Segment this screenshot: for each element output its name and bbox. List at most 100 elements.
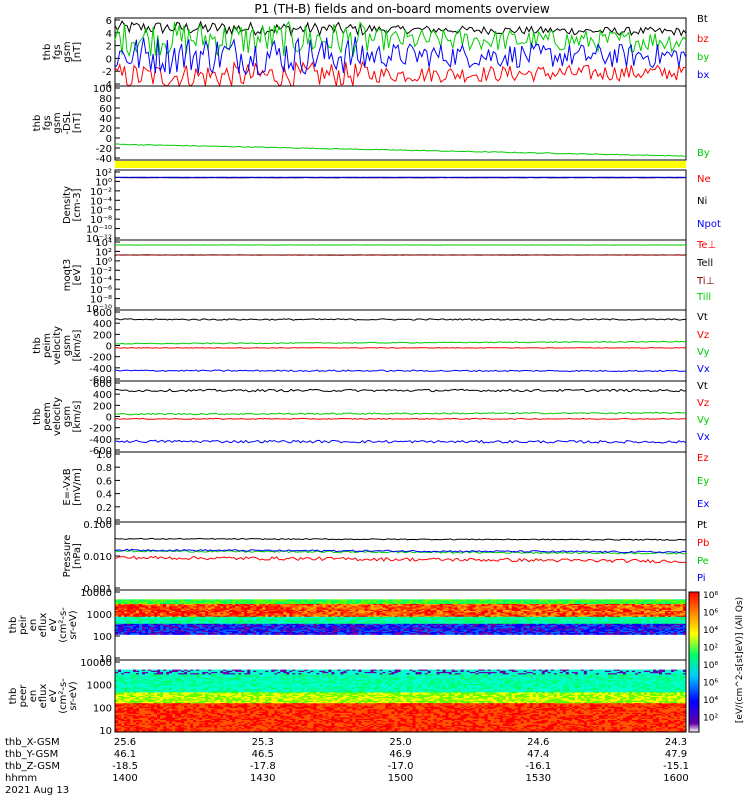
heatmap-cell xyxy=(496,611,501,613)
heatmap-cell xyxy=(442,627,447,629)
heatmap-cell xyxy=(487,620,492,622)
heatmap-cell xyxy=(457,609,462,612)
heatmap-cell xyxy=(487,612,492,614)
heatmap-cell xyxy=(325,618,329,620)
heatmap-cell xyxy=(199,606,203,608)
heatmap-cell xyxy=(472,601,477,604)
heatmap-cell xyxy=(178,626,182,628)
heatmap-cell xyxy=(646,619,651,621)
heatmap-cell xyxy=(163,613,167,615)
heatmap-cell xyxy=(238,612,242,614)
heatmap-cell xyxy=(568,618,573,620)
heatmap-cell xyxy=(166,627,170,629)
heatmap-cell xyxy=(361,619,365,621)
heatmap-cell xyxy=(682,614,687,617)
heatmap-cell xyxy=(256,606,260,608)
heatmap-cell xyxy=(388,623,392,626)
heatmap-cell xyxy=(214,605,218,607)
heatmap-cell xyxy=(226,622,230,625)
heatmap-cell xyxy=(427,626,432,628)
heatmap-cell xyxy=(268,626,272,628)
heatmap-cell xyxy=(259,622,263,625)
heatmap-cell xyxy=(232,600,236,603)
heatmap-cell xyxy=(235,621,239,624)
heatmap-cell xyxy=(181,611,185,613)
heatmap-cell xyxy=(565,606,570,608)
heatmap-cell xyxy=(190,604,194,606)
heatmap-cell xyxy=(544,606,549,608)
heatmap-cell xyxy=(196,622,200,625)
heatmap-cell xyxy=(265,614,269,617)
heatmap-cell xyxy=(202,626,206,628)
heatmap-cell xyxy=(448,616,453,619)
heatmap-cell xyxy=(313,622,317,625)
heatmap-cell xyxy=(187,626,191,628)
y-tick-label: -400 xyxy=(89,364,112,375)
heatmap-cell xyxy=(313,626,317,628)
heatmap-cell xyxy=(328,606,332,608)
heatmap-cell xyxy=(550,623,555,626)
heatmap-cell xyxy=(349,626,353,628)
heatmap-cell xyxy=(406,611,411,613)
heatmap-cell xyxy=(247,627,251,629)
heatmap-cell xyxy=(664,618,669,620)
heatmap-cell xyxy=(598,619,603,621)
heatmap-cell xyxy=(412,609,417,612)
heatmap-cell xyxy=(640,602,645,605)
heatmap-cell xyxy=(439,615,444,618)
heatmap-cell xyxy=(343,605,347,607)
heatmap-cell xyxy=(286,619,290,621)
heatmap-cell xyxy=(550,616,555,619)
heatmap-cell xyxy=(211,609,215,612)
heatmap-cell xyxy=(472,600,477,603)
heatmap-cell xyxy=(310,618,314,620)
heatmap-cell xyxy=(466,600,471,603)
heatmap-cell xyxy=(253,612,257,614)
heatmap-cell xyxy=(280,608,284,611)
heatmap-cell xyxy=(364,618,368,620)
heatmap-cell xyxy=(481,611,486,613)
heatmap-cell xyxy=(508,625,513,627)
heatmap-cell xyxy=(181,599,185,601)
heatmap-cell xyxy=(349,627,353,629)
heatmap-cell xyxy=(643,612,648,614)
heatmap-cell xyxy=(481,606,486,608)
heatmap-cell xyxy=(343,619,347,621)
heatmap-cell xyxy=(139,619,143,621)
heatmap-cell xyxy=(601,612,606,614)
heatmap-cell xyxy=(682,611,687,613)
heatmap-cell xyxy=(586,614,591,617)
heatmap-cell xyxy=(595,606,600,608)
heatmap-cell xyxy=(559,615,564,618)
heatmap-cell xyxy=(211,626,215,628)
heatmap-cell xyxy=(526,621,531,624)
heatmap-cell xyxy=(454,626,459,628)
heatmap-cell xyxy=(175,618,179,620)
heatmap-cell xyxy=(178,616,182,619)
heatmap-cell xyxy=(634,623,639,626)
heatmap-cell xyxy=(406,600,411,603)
heatmap-cell xyxy=(649,601,654,604)
heatmap-cell xyxy=(262,605,266,607)
heatmap-cell xyxy=(601,599,606,601)
heatmap-cell xyxy=(577,599,582,601)
heatmap-cell xyxy=(190,608,194,611)
heatmap-cell xyxy=(331,605,335,607)
heatmap-cell xyxy=(253,627,257,629)
heatmap-cell xyxy=(550,605,555,607)
heatmap-cell xyxy=(238,616,242,619)
heatmap-cell xyxy=(517,604,522,606)
heatmap-cell xyxy=(502,606,507,608)
heatmap-cell xyxy=(604,626,609,628)
heatmap-cell xyxy=(274,600,278,603)
heatmap-cell xyxy=(472,611,477,613)
heatmap-cell xyxy=(634,605,639,607)
heatmap-cell xyxy=(463,625,468,627)
heatmap-cell xyxy=(670,611,675,613)
heatmap-cell xyxy=(640,620,645,622)
heatmap-cell xyxy=(382,618,386,620)
heatmap-cell xyxy=(406,626,411,628)
heatmap-cell xyxy=(496,613,501,615)
heatmap-cell xyxy=(205,609,209,612)
